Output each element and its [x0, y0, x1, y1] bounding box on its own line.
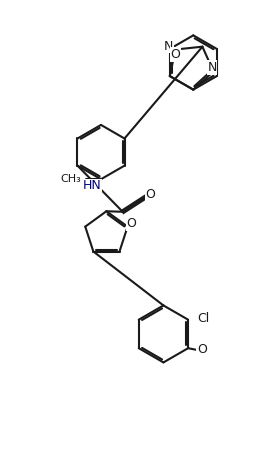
Text: O: O: [197, 343, 207, 356]
Text: N: N: [164, 40, 173, 53]
Text: O: O: [146, 188, 156, 201]
Text: CH₃: CH₃: [60, 174, 81, 184]
Text: O: O: [170, 48, 180, 61]
Text: N: N: [207, 61, 217, 74]
Text: O: O: [127, 218, 136, 230]
Text: HN: HN: [83, 179, 101, 192]
Text: Cl: Cl: [197, 312, 209, 325]
